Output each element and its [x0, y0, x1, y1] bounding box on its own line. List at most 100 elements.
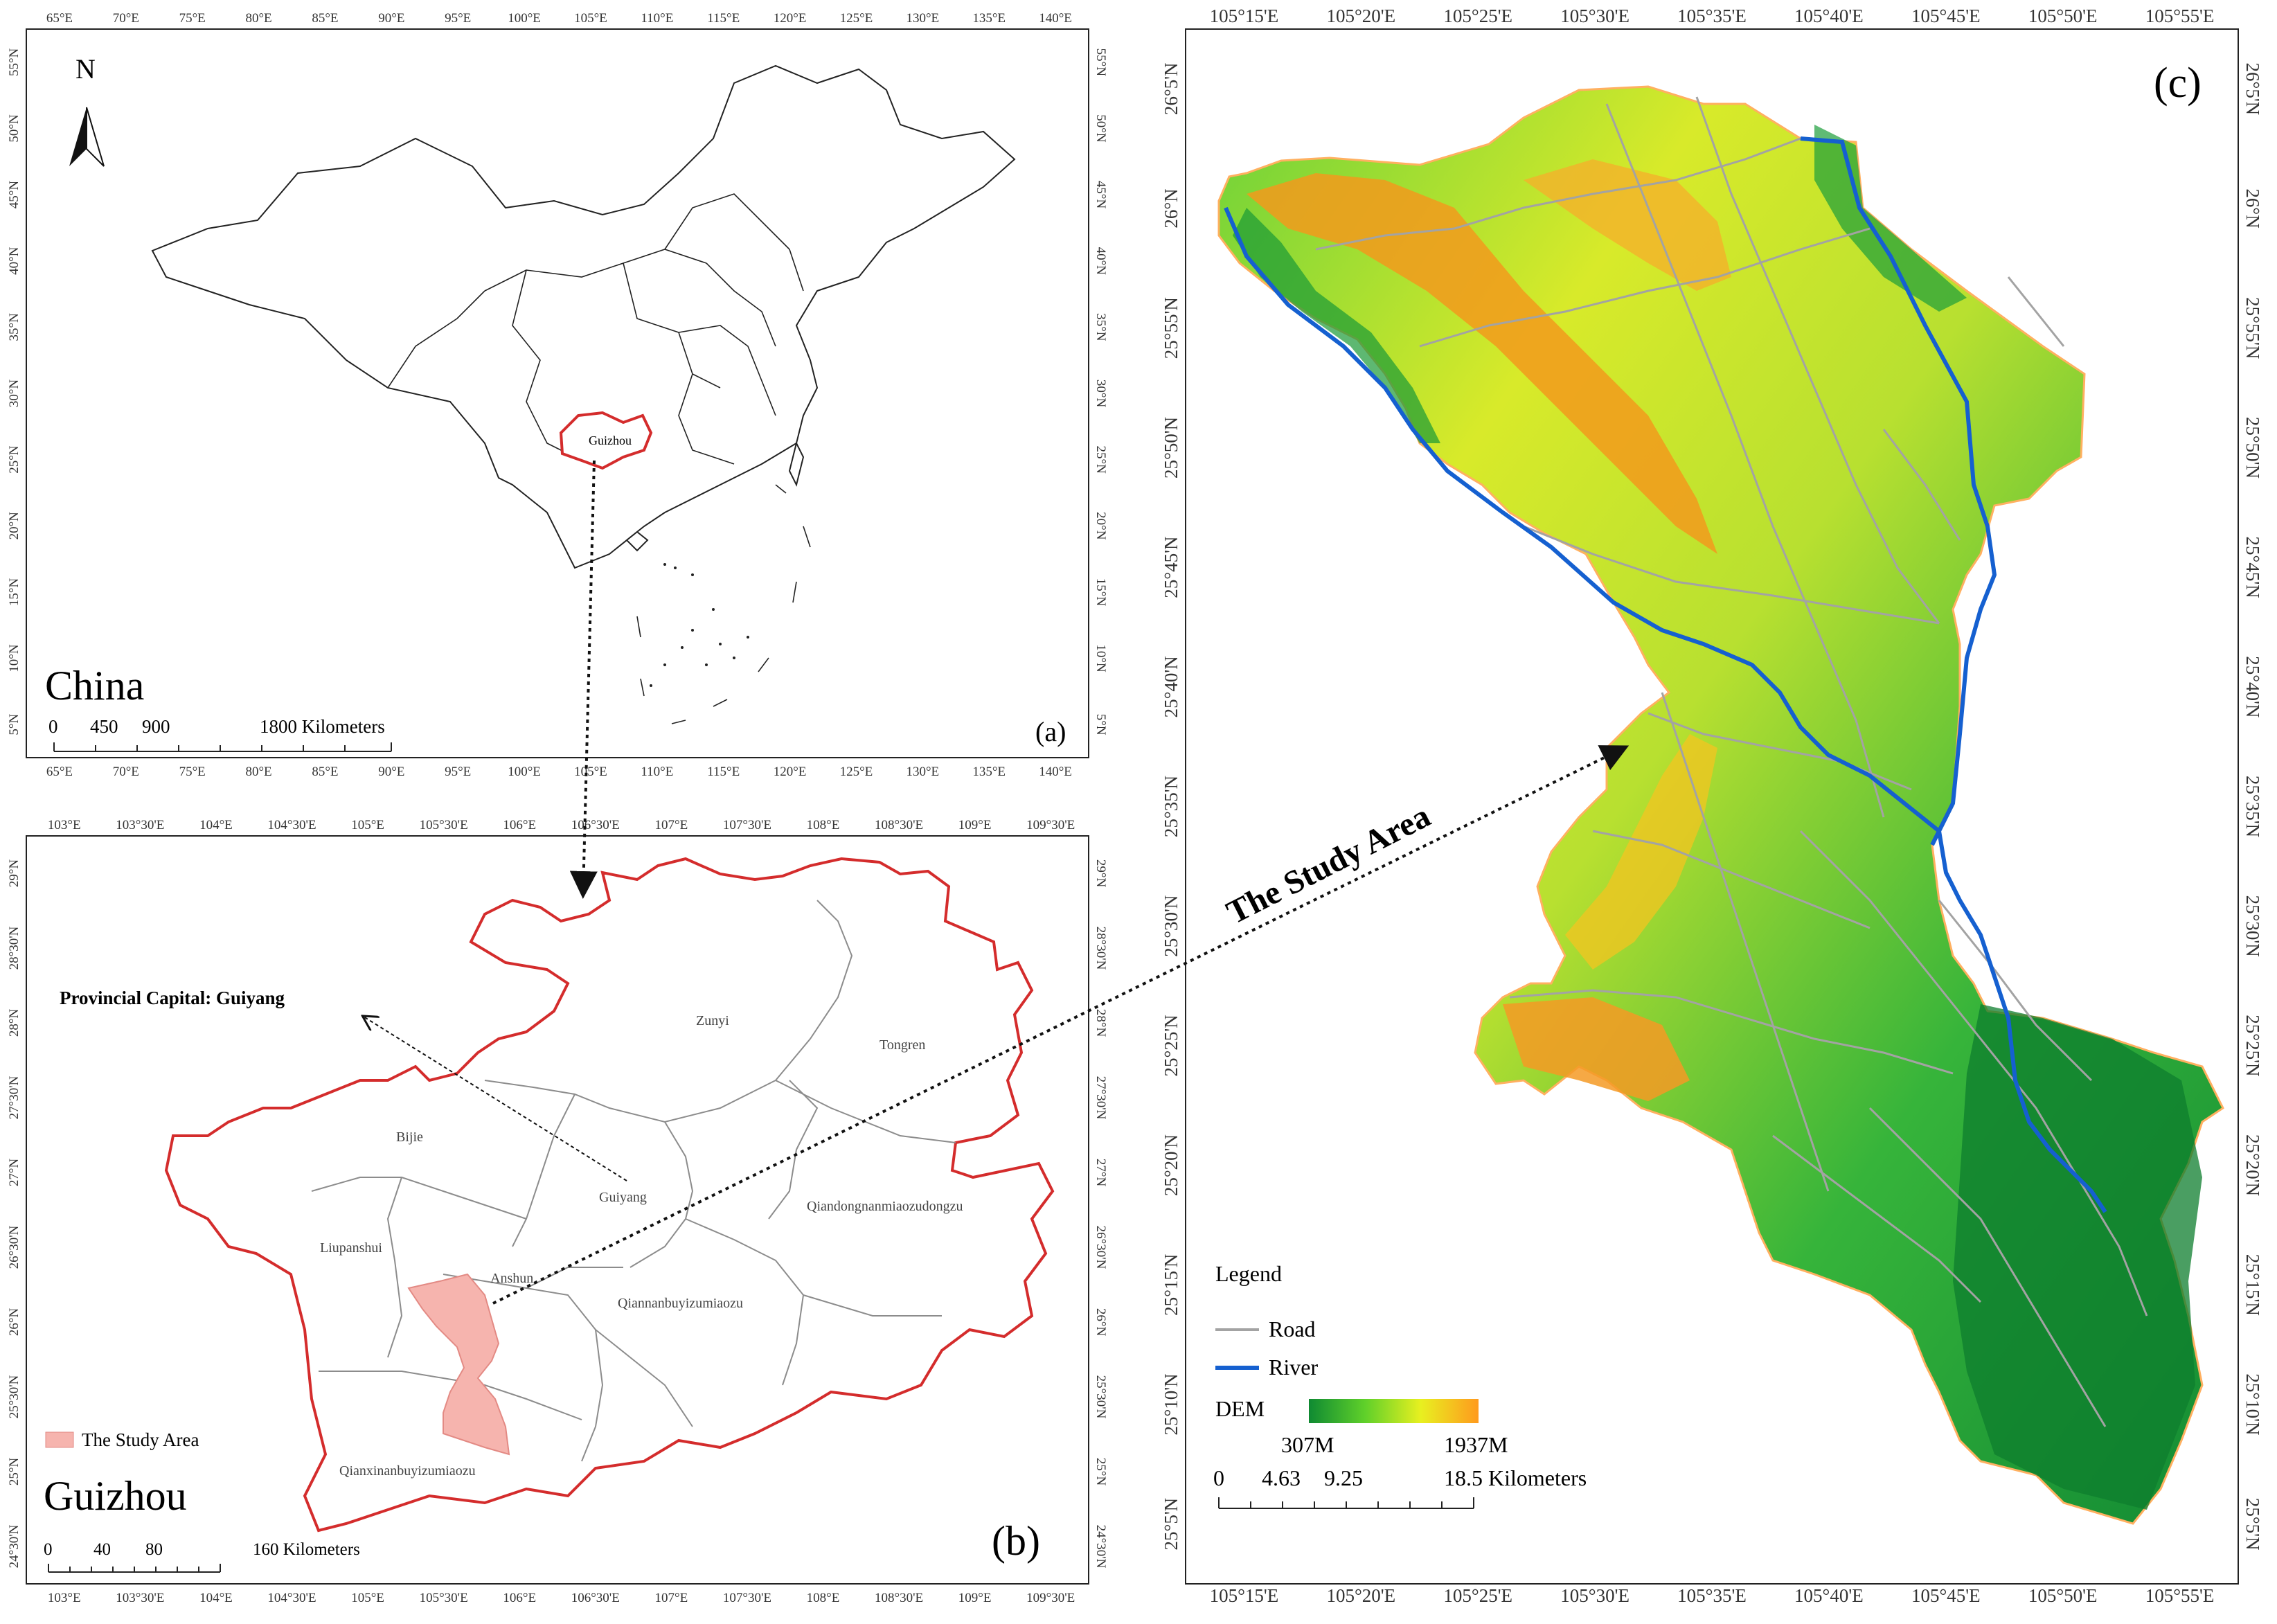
panel-b-lat-tick-right: 27°N — [1093, 1159, 1108, 1187]
panel-a-lat-tick-right: 50°N — [1093, 114, 1108, 143]
panel-c-lon-tick-bottom: 105°40'E — [1794, 1585, 1864, 1606]
panel-c-lat-tick-left: 25°10'N — [1161, 1373, 1181, 1435]
province-lines — [387, 193, 804, 465]
panel-b-region-name: Guizhou — [44, 1473, 187, 1519]
panel-a-lon-tick-bottom: 130°E — [906, 765, 939, 779]
panel-a-lat-tick-right: 45°N — [1093, 181, 1108, 209]
prefecture-boundaries — [311, 900, 956, 1462]
panel-b-lon-tick-top: 109°E — [958, 818, 992, 832]
panel-a-lon-tick-top: 130°E — [906, 11, 939, 26]
panel-c-lat-tick-right: 25°15'N — [2242, 1254, 2263, 1316]
dem-max-label: 1937M — [1444, 1432, 1508, 1457]
scale-c-2: 9.25 — [1324, 1465, 1363, 1490]
panel-a-lon-tick-top: 120°E — [774, 11, 807, 26]
panel-b-lon-tick-bottom: 105°30'E — [420, 1591, 468, 1605]
panel-b-lon-tick-bottom: 103°30'E — [116, 1591, 164, 1605]
panel-b-lat-tick-right: 27°30'N — [1093, 1076, 1108, 1120]
panel-c-lat-tick-left: 25°35'N — [1161, 776, 1181, 837]
panel-b-lat-tick-left: 27°30'N — [7, 1076, 21, 1119]
panel-a-lon-tick-top: 65°E — [46, 11, 73, 26]
north-arrow-label: N — [75, 53, 96, 84]
panel-b-lon-tick-bottom: 106°30'E — [571, 1591, 620, 1605]
panel-b-tick-labels: 103°E 103°E 103°30'E 103°30'E 104°E 104°E 104°… — [7, 818, 1108, 1605]
panel-c-lat-tick-right: 25°25'N — [2242, 1015, 2263, 1076]
panel-b-lon-tick-top: 103°E — [48, 818, 81, 832]
panel-c-lat-tick-left: 25°45'N — [1161, 537, 1181, 598]
scale-a-1: 450 — [90, 716, 118, 737]
panel-c-legend: Legend Road River DEM 307M 1937M — [1215, 1261, 1508, 1457]
panel-a-lon-tick-top: 75°E — [179, 11, 206, 26]
panel-c-lon-tick-bottom: 105°55'E — [2145, 1585, 2215, 1606]
legend-road-label: Road — [1269, 1317, 1316, 1341]
panel-c-lon-tick-top: 105°40'E — [1794, 6, 1864, 26]
panel-a-lat-tick-right: 20°N — [1093, 512, 1108, 540]
panel-c-lat-tick-left: 25°25'N — [1161, 1015, 1181, 1076]
panel-c-lon-tick-bottom: 105°35'E — [1677, 1585, 1747, 1606]
panel-b-lon-tick-bottom: 109°E — [958, 1591, 992, 1605]
panel-a-lat-tick-left: 5°N — [7, 713, 21, 735]
panel-b-guizhou: 103°E 103°E 103°30'E 103°30'E 104°E 104°E 104°… — [7, 818, 1108, 1605]
scale-a-0: 0 — [48, 716, 58, 737]
panel-a-lat-tick-left: 25°N — [7, 445, 21, 474]
panel-a-lon-tick-top: 100°E — [508, 11, 541, 26]
study-area-legend-label: The Study Area — [82, 1429, 199, 1450]
panel-a-region-name: China — [45, 663, 144, 708]
dem-min-label: 307M — [1281, 1432, 1334, 1457]
panel-a-lat-tick-left: 20°N — [7, 512, 21, 540]
panel-c-lat-tick-right: 25°5'N — [2242, 1498, 2263, 1551]
panel-b-lon-tick-bottom: 109°30'E — [1026, 1591, 1075, 1605]
panel-c-lat-tick-left: 25°15'N — [1161, 1254, 1181, 1316]
panel-c-lat-tick-right: 26°5'N — [2242, 63, 2263, 116]
panel-a-lon-tick-top: 125°E — [840, 11, 873, 26]
panel-b-lon-tick-top: 105°E — [351, 818, 384, 832]
panel-b-lat-tick-right: 28°N — [1093, 1009, 1108, 1037]
panel-b-lat-tick-left: 28°N — [7, 1009, 21, 1037]
scale-a-2: 900 — [142, 716, 170, 737]
panel-b-lon-tick-top: 103°30'E — [116, 818, 164, 832]
panel-b-lat-tick-right: 29°N — [1093, 859, 1108, 888]
scale-b-2: 80 — [145, 1540, 163, 1559]
guizhou-boundary — [164, 857, 1055, 1533]
panel-c-lat-tick-left: 25°55'N — [1161, 297, 1181, 359]
panel-c-lon-tick-top: 105°25'E — [1443, 6, 1512, 26]
panel-c-lat-tick-right: 25°45'N — [2242, 537, 2263, 598]
panel-c-lon-tick-top: 105°30'E — [1560, 6, 1629, 26]
panel-a-lat-tick-left: 45°N — [7, 181, 21, 209]
panel-c-lon-tick-top: 105°50'E — [2028, 6, 2098, 26]
panel-c-lat-tick-right: 26°N — [2242, 188, 2263, 228]
panel-a-lon-tick-bottom: 100°E — [508, 765, 541, 779]
panel-a-lat-tick-right: 10°N — [1093, 644, 1108, 672]
study-area-polygon — [407, 1273, 510, 1456]
panel-b-lon-tick-top: 107°30'E — [723, 818, 771, 832]
north-arrow: N — [69, 53, 105, 167]
panel-a-lon-tick-top: 115°E — [707, 11, 740, 26]
pref-zunyi: Zunyi — [696, 1013, 729, 1028]
panel-b-scale-bar: 0 40 80 160 Kilometers — [44, 1540, 360, 1573]
dem-color-ramp — [1309, 1399, 1479, 1423]
panel-a-lat-tick-right: 35°N — [1093, 313, 1108, 341]
panel-b-lat-tick-right: 24°30'N — [1093, 1525, 1108, 1569]
panel-c-lat-tick-left: 26°5'N — [1161, 63, 1181, 116]
panel-b-lon-tick-bottom: 104°E — [199, 1591, 233, 1605]
panel-c-lat-tick-left: 25°20'N — [1161, 1134, 1181, 1196]
panel-b-lon-tick-bottom: 107°E — [654, 1591, 688, 1605]
panel-a-lon-tick-bottom: 115°E — [707, 765, 740, 779]
panel-c-lat-tick-left: 25°40'N — [1161, 656, 1181, 717]
panel-a-lat-tick-right: 25°N — [1093, 445, 1108, 474]
panel-a-lat-tick-right: 15°N — [1093, 578, 1108, 607]
panel-b-lat-tick-right: 26°N — [1093, 1308, 1108, 1337]
pref-tongren: Tongren — [879, 1037, 925, 1053]
panel-a-lat-tick-left: 10°N — [7, 644, 21, 672]
panel-b-lat-tick-left: 26°N — [7, 1308, 21, 1337]
panel-a-lon-tick-bottom: 80°E — [245, 765, 271, 779]
south-china-sea-islands — [650, 563, 749, 687]
panel-c-lon-tick-bottom: 105°50'E — [2028, 1585, 2098, 1606]
panel-c-lat-tick-left: 25°50'N — [1161, 417, 1181, 479]
panel-c-lon-tick-bottom: 105°25'E — [1443, 1585, 1512, 1606]
taiwan-outline — [788, 441, 805, 487]
panel-a-tick-labels: 65°E 65°E 70°E 70°E 75°E 75°E 80°E 80°E 85°E 85°E… — [7, 11, 1108, 779]
scale-c-3: 18.5 Kilometers — [1444, 1465, 1587, 1490]
panel-b-lat-tick-right: 28°30'N — [1093, 927, 1108, 970]
panel-a-lon-tick-top: 95°E — [445, 11, 471, 26]
capital-arrow — [364, 1017, 627, 1181]
